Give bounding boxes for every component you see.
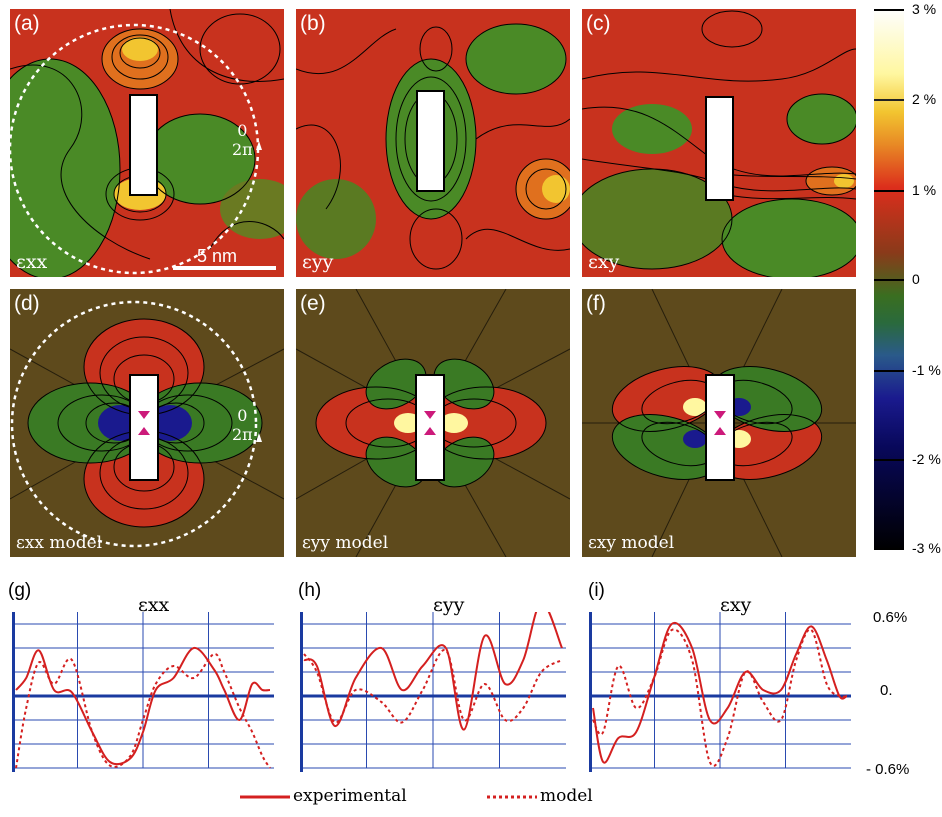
ring-two-pi-label: 2π xyxy=(232,425,253,444)
profile-g-label: (g) xyxy=(8,580,32,601)
profile-i-title: εxy xyxy=(720,594,752,616)
ring-angle-labels-a: 0 2π xyxy=(232,121,253,159)
colorbar-label: 1 % xyxy=(912,182,937,198)
panel-d-quantity: εxx model xyxy=(16,533,103,553)
panel-e-eyy-model-map: (e) εyy model xyxy=(296,289,570,557)
profile-y-tick-label: 0. xyxy=(880,682,893,699)
colorbar-tick xyxy=(874,190,904,192)
profile-y-tick-label: 0.6% xyxy=(873,609,908,626)
eyy-contour-map xyxy=(296,9,570,277)
colorbar-label: -2 % xyxy=(912,451,941,467)
scale-bar-label: 5 nm xyxy=(197,246,238,266)
ring-angle-labels-d: 0 2π xyxy=(232,406,253,444)
profile-g-title: εxx xyxy=(138,594,170,616)
profile-i-label: (i) xyxy=(588,580,605,601)
colorbar-tick xyxy=(874,99,904,101)
legend-model-label: model xyxy=(540,786,593,806)
panel-f-exy-model-map: (f) εxy model xyxy=(582,289,856,557)
panel-a-exx-map: (a) εxx 0 2π 5 nm xyxy=(10,9,284,277)
ring-zero-label: 0 xyxy=(237,121,248,140)
profile-chart-exx xyxy=(12,612,274,772)
exx-model-contour-map xyxy=(10,289,284,557)
series-line-experimental xyxy=(592,621,848,764)
legend-experimental-swatch xyxy=(240,795,290,799)
profile-h-title: εyy xyxy=(433,594,465,616)
colorbar-tick xyxy=(874,548,904,550)
exy-model-contour-map xyxy=(582,289,856,557)
series-line-model xyxy=(592,628,848,767)
ring-zero-label: 0 xyxy=(237,406,248,425)
colorbar-tick xyxy=(874,9,904,11)
panel-d-label: (d) xyxy=(14,292,40,315)
ring-two-pi-label: 2π xyxy=(232,140,253,159)
series-line-model xyxy=(303,649,563,724)
exx-contour-map xyxy=(10,9,284,277)
colorbar-tick xyxy=(874,370,904,372)
colorbar-tick xyxy=(874,459,904,461)
eyy-model-contour-map xyxy=(296,289,570,557)
colorbar-label: -1 % xyxy=(912,362,941,378)
exy-contour-map xyxy=(582,9,856,277)
panel-b-eyy-map: (b) εyy xyxy=(296,9,570,277)
colorbar-label: 2 % xyxy=(912,91,937,107)
legend-model-swatch xyxy=(487,795,537,799)
panel-c-label: (c) xyxy=(586,12,611,35)
panel-f-quantity: εxy model xyxy=(588,533,675,553)
panel-f-label: (f) xyxy=(586,292,606,315)
series-line-experimental xyxy=(303,612,563,731)
series-line-experimental xyxy=(15,647,271,766)
panel-e-label: (e) xyxy=(300,292,326,315)
panel-b-quantity: εyy xyxy=(302,251,334,273)
colorbar-tick xyxy=(874,279,904,281)
profile-h-label: (h) xyxy=(298,580,322,601)
profile-chart-exy xyxy=(589,612,851,772)
panel-d-exx-model-map: (d) εxx model 0 2π xyxy=(10,289,284,557)
panel-b-label: (b) xyxy=(300,12,326,35)
panel-a-label: (a) xyxy=(14,12,40,35)
colorbar-label: 0 xyxy=(912,271,920,287)
panel-c-exy-map: (c) εxy xyxy=(582,9,856,277)
panel-c-quantity: εxy xyxy=(588,251,620,273)
panel-e-quantity: εyy model xyxy=(302,533,389,553)
panel-a-quantity: εxx xyxy=(16,251,48,273)
colorbar-label: 3 % xyxy=(912,1,937,17)
profile-chart-eyy xyxy=(300,612,566,772)
series-line-model xyxy=(15,652,271,769)
profile-y-tick-label: - 0.6% xyxy=(866,761,910,778)
legend-experimental-label: experimental xyxy=(293,786,407,806)
colorbar-label: -3 % xyxy=(912,540,941,556)
